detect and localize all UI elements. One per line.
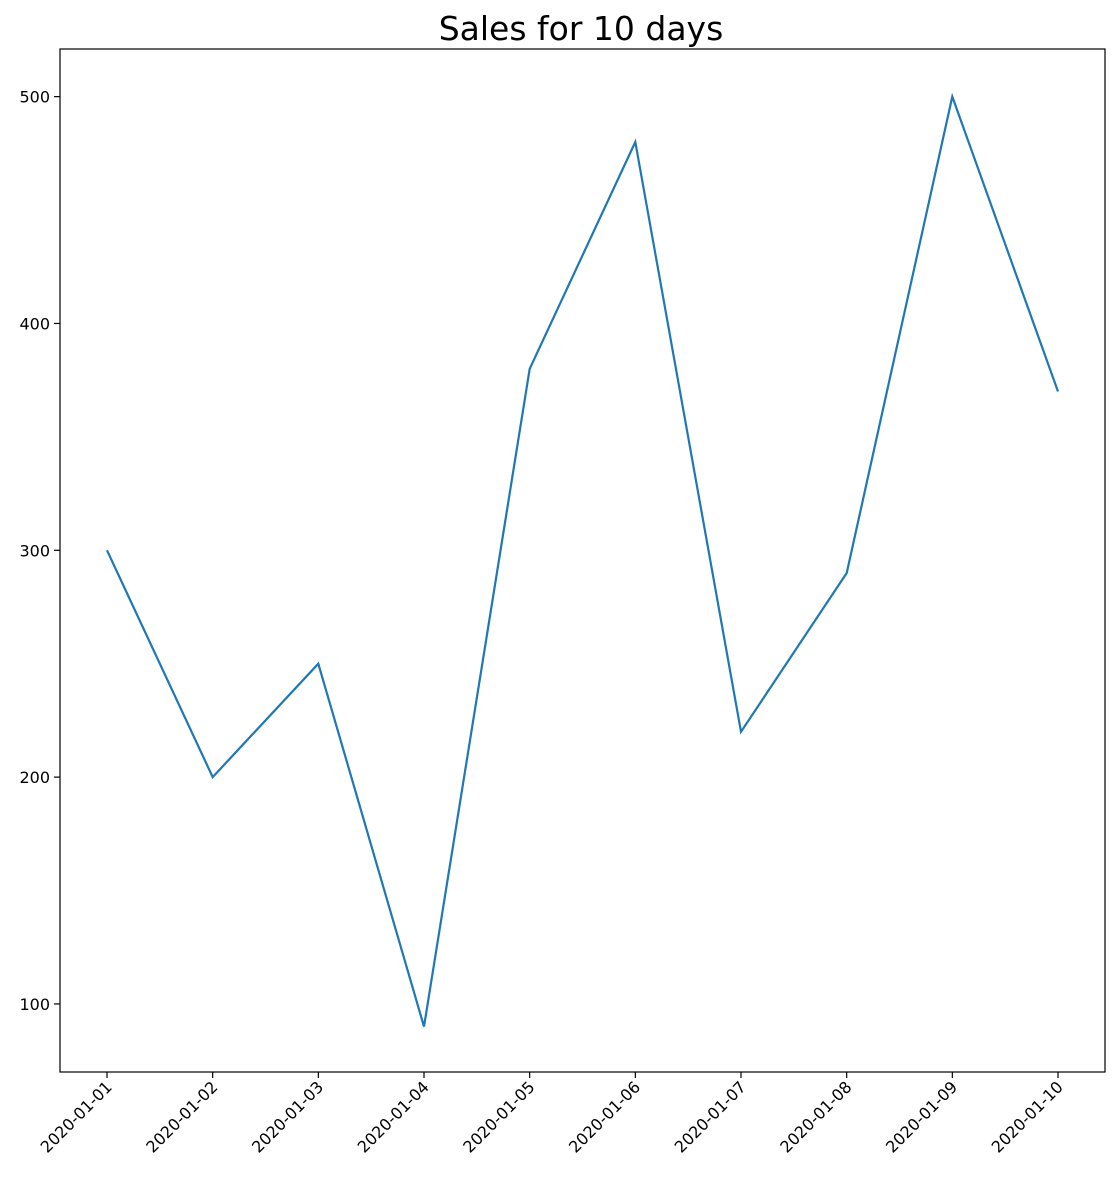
y-tick-label: 500 (19, 88, 50, 107)
chart-title: Sales for 10 days (439, 9, 724, 48)
x-tick-label: 2020-01-08 (776, 1077, 855, 1156)
y-tick-label: 300 (19, 541, 50, 560)
x-tick-label: 2020-01-06 (565, 1077, 644, 1156)
y-tick-label: 200 (19, 768, 50, 787)
y-axis: 100 200 300 400 500 (19, 88, 60, 1014)
x-tick-label: 2020-01-01 (37, 1077, 116, 1156)
x-tick-label: 2020-01-05 (459, 1077, 538, 1156)
x-tick-label: 2020-01-10 (988, 1077, 1067, 1156)
y-tick-label: 400 (19, 314, 50, 333)
x-tick-label: 2020-01-07 (671, 1077, 750, 1156)
x-tick-label: 2020-01-04 (354, 1077, 433, 1156)
x-tick-label: 2020-01-09 (882, 1077, 961, 1156)
series-line (106, 92, 1060, 1027)
plot-frame (59, 48, 1106, 1073)
series-layer (106, 92, 1060, 1027)
x-axis: 2020-01-01 2020-01-02 2020-01-03 2020-01-04… (37, 1072, 1067, 1157)
x-tick-label: 2020-01-03 (248, 1077, 327, 1156)
y-tick-label: 100 (19, 995, 50, 1014)
x-tick-label: 2020-01-02 (142, 1077, 221, 1156)
